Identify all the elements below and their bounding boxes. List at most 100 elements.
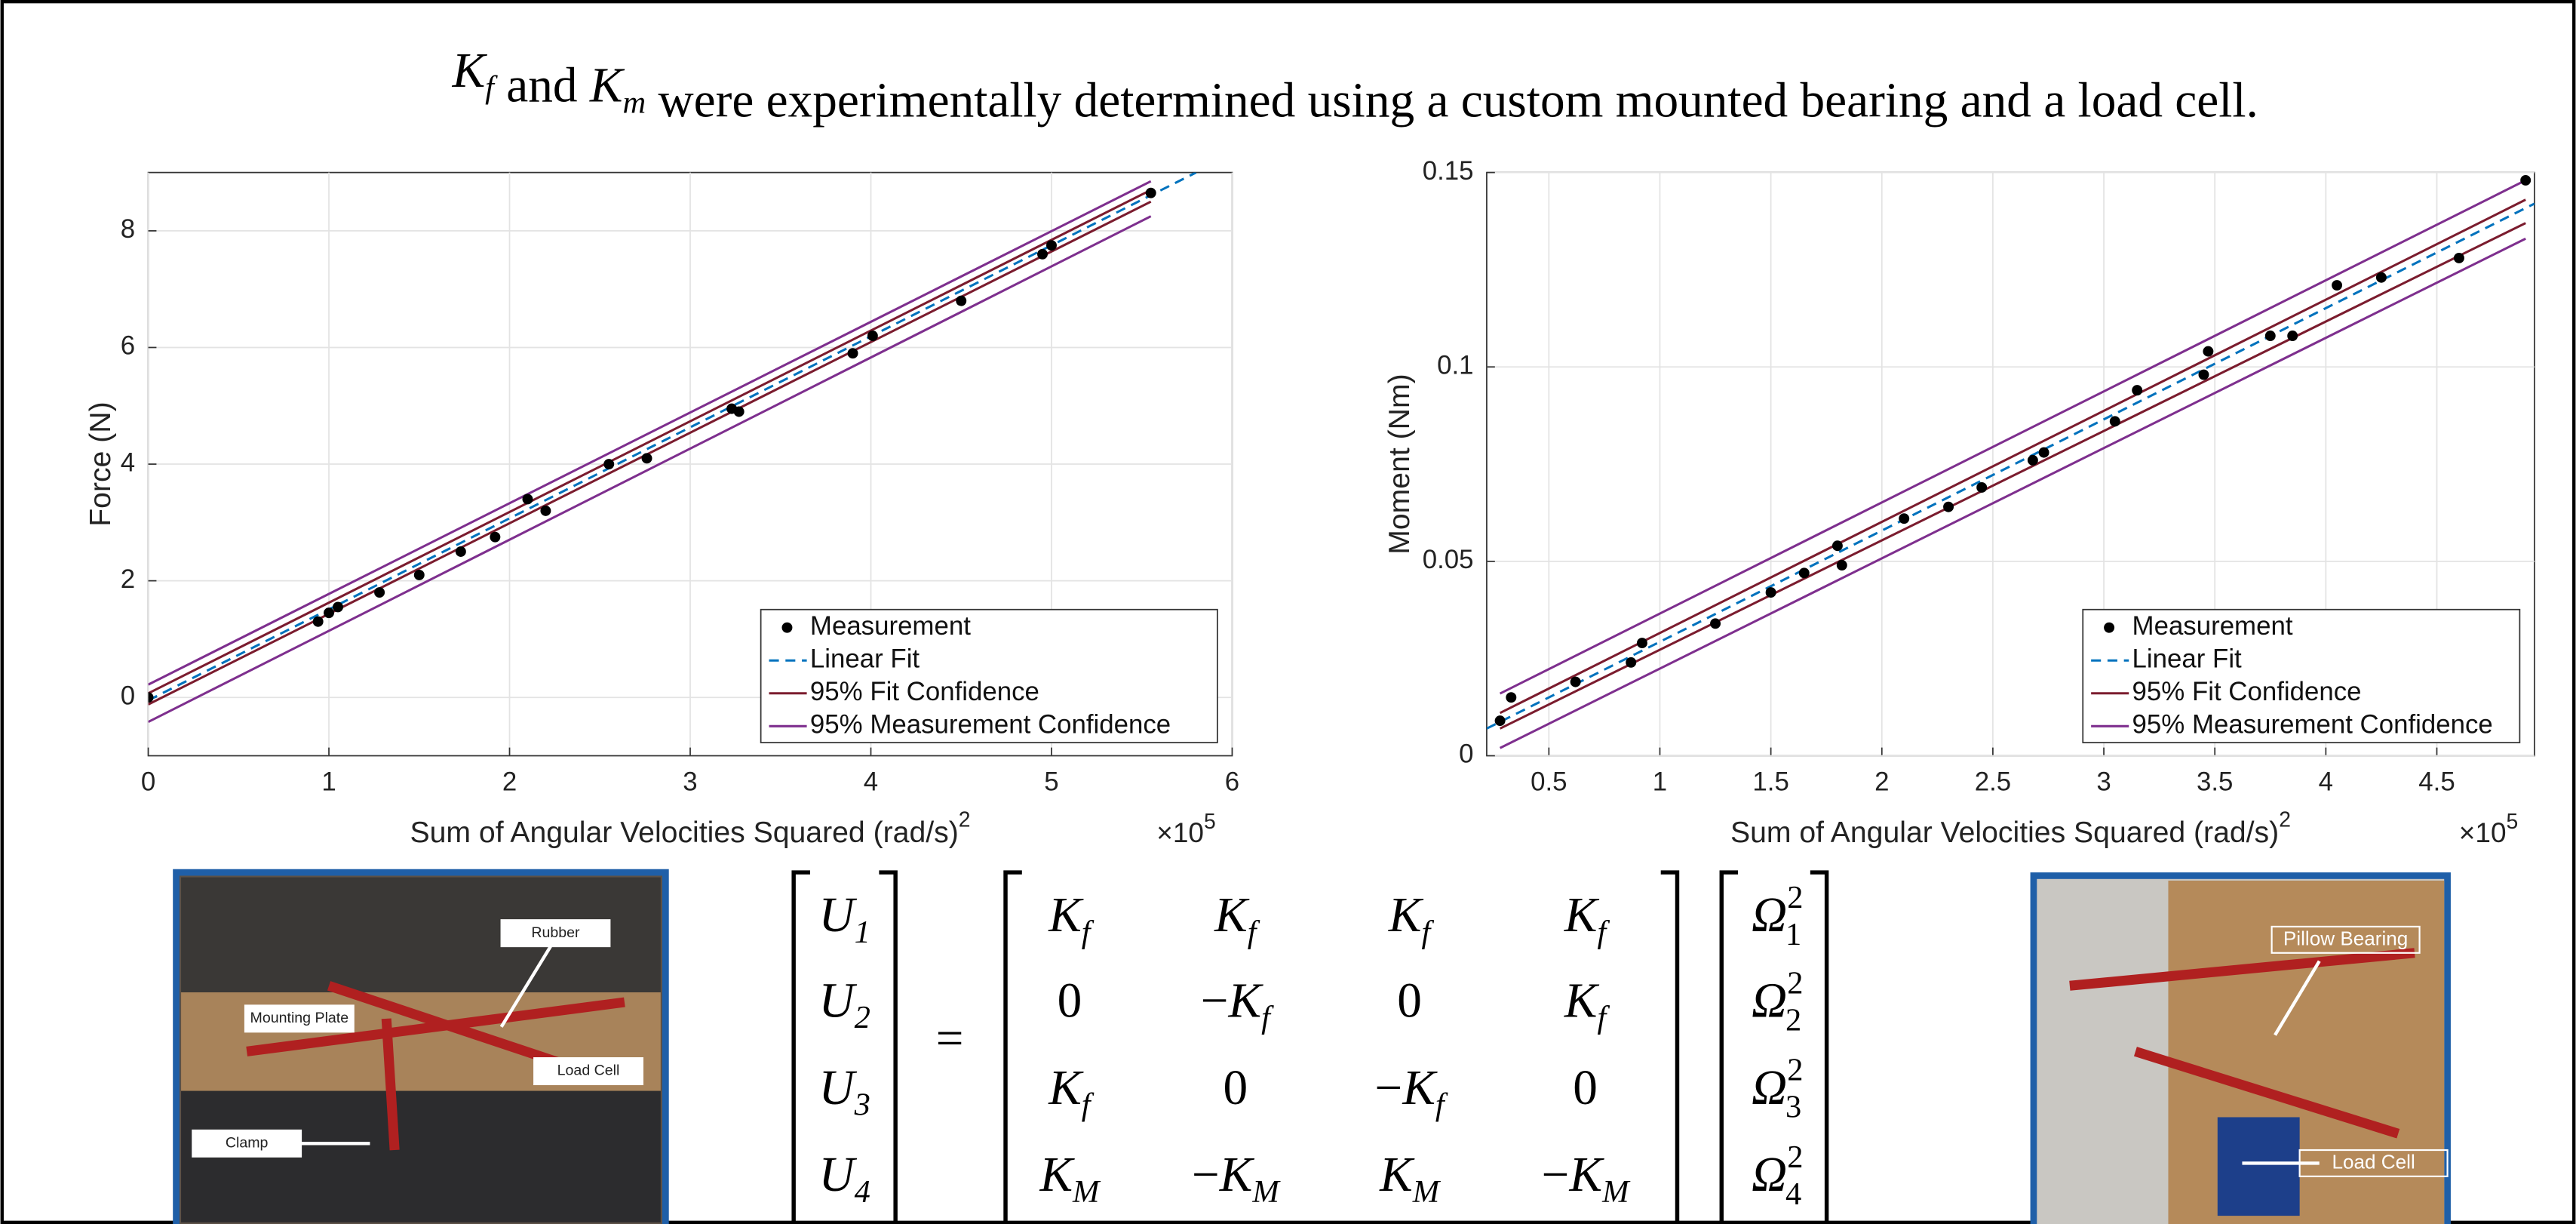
photo-label: Load Cell bbox=[2332, 1150, 2415, 1173]
photo-label: Rubber bbox=[531, 924, 580, 941]
point bbox=[1899, 513, 1909, 524]
point bbox=[1943, 502, 1954, 512]
point bbox=[2028, 455, 2038, 466]
legend-label: Linear Fit bbox=[810, 644, 920, 673]
point bbox=[1837, 560, 1847, 570]
symbol-base: Ω bbox=[1752, 1061, 1787, 1115]
y-tick-label: 0.05 bbox=[1423, 545, 1474, 574]
legend-swatch bbox=[2104, 623, 2114, 633]
symbol-base: K bbox=[452, 44, 488, 98]
point bbox=[2039, 447, 2049, 458]
multiplier-exponent: 5 bbox=[2507, 809, 2519, 833]
point bbox=[1637, 638, 1647, 648]
point bbox=[2454, 253, 2464, 263]
y-tick-label: 0.15 bbox=[1423, 156, 1474, 186]
point bbox=[734, 407, 745, 417]
point bbox=[324, 607, 334, 618]
point bbox=[1976, 482, 1987, 493]
photo-label: Clamp bbox=[226, 1134, 269, 1151]
legend-label: 95% Measurement Confidence bbox=[2132, 710, 2493, 740]
y-tick-label: 0 bbox=[121, 681, 135, 710]
point bbox=[2376, 272, 2387, 283]
math: 0 bbox=[1224, 1061, 1248, 1115]
point bbox=[540, 506, 551, 516]
symbol-base: K bbox=[1048, 888, 1084, 943]
symbol-sub: M bbox=[1251, 1174, 1281, 1210]
symbol-base: K bbox=[1569, 1148, 1605, 1202]
symbol-sub: M bbox=[1601, 1174, 1631, 1210]
point bbox=[2287, 331, 2298, 341]
sign: − bbox=[1192, 1148, 1220, 1202]
point bbox=[1046, 240, 1057, 251]
point bbox=[522, 494, 533, 504]
symbol-text: 0 bbox=[1224, 1061, 1248, 1115]
legend-label: Linear Fit bbox=[2132, 644, 2243, 673]
legend-label: Measurement bbox=[810, 611, 971, 641]
y-tick-label: 0.1 bbox=[1437, 350, 1473, 380]
symbol-base: K bbox=[1402, 1061, 1438, 1115]
point bbox=[2110, 416, 2120, 426]
photo-label: Pillow Bearing bbox=[2283, 927, 2408, 949]
math: 0 bbox=[1397, 973, 1422, 1028]
symbol-base: K bbox=[1039, 1148, 1075, 1202]
point bbox=[456, 546, 466, 557]
sign: − bbox=[1375, 1061, 1403, 1115]
y-tick-label: 6 bbox=[121, 331, 135, 361]
symbol-base: K bbox=[1564, 888, 1600, 943]
symbol-sub: 3 bbox=[854, 1087, 870, 1122]
y-tick-label: 8 bbox=[121, 214, 135, 244]
sign: − bbox=[1542, 1148, 1570, 1202]
point bbox=[2265, 331, 2276, 341]
point bbox=[1506, 692, 1516, 703]
point bbox=[490, 532, 500, 543]
sign: − bbox=[1201, 973, 1229, 1028]
x-tick-label: 2.5 bbox=[1975, 767, 2011, 797]
symbol-sup: 2 bbox=[1787, 1139, 1803, 1175]
x-tick-label: 2 bbox=[502, 767, 517, 797]
y-axis-label: Moment (Nm) bbox=[1383, 374, 1416, 554]
symbol-base: Ω bbox=[1752, 1148, 1787, 1202]
x-tick-label: 3 bbox=[683, 767, 697, 797]
legend-label: 95% Fit Confidence bbox=[810, 677, 1039, 706]
symbol-base: K bbox=[1219, 1148, 1255, 1202]
symbol-sup: 2 bbox=[1787, 965, 1803, 1001]
symbol-sub: 3 bbox=[1785, 1089, 1801, 1124]
point bbox=[1766, 587, 1776, 598]
point bbox=[414, 570, 425, 580]
point bbox=[867, 331, 878, 341]
math: 0 bbox=[1573, 1061, 1598, 1115]
legend-label: Measurement bbox=[2132, 611, 2293, 641]
x-tick-label: 0.5 bbox=[1531, 767, 1567, 797]
title-text: and bbox=[494, 59, 590, 113]
math: 0 bbox=[1058, 973, 1082, 1028]
x-tick-label: 5 bbox=[1044, 767, 1058, 797]
point bbox=[2520, 175, 2531, 186]
x-label-exponent: 2 bbox=[2279, 807, 2291, 832]
point bbox=[603, 459, 614, 469]
point bbox=[1570, 677, 1581, 687]
x-tick-label: 1 bbox=[321, 767, 336, 797]
x-label-exponent: 2 bbox=[959, 807, 971, 832]
symbol-sub: 4 bbox=[855, 1174, 870, 1210]
x-tick-label: 4 bbox=[2319, 767, 2333, 797]
symbol-sub: 1 bbox=[855, 915, 870, 950]
point bbox=[2132, 385, 2142, 395]
x-label-text: Sum of Angular Velocities Squared (rad/s… bbox=[1730, 817, 2279, 849]
point bbox=[2203, 346, 2213, 357]
x-label-text: Sum of Angular Velocities Squared (rad/s… bbox=[410, 817, 959, 849]
symbol-base: K bbox=[1048, 1061, 1084, 1115]
x-tick-label: 1.5 bbox=[1752, 767, 1788, 797]
y-tick-label: 4 bbox=[121, 447, 135, 477]
symbol-base: K bbox=[589, 59, 625, 113]
multiplier-base: ×10 bbox=[1156, 817, 1204, 848]
page: Kf and Km were experimentally determined… bbox=[0, 0, 2576, 1224]
point bbox=[374, 587, 385, 598]
legend-label: 95% Measurement Confidence bbox=[810, 710, 1171, 740]
x-tick-label: 6 bbox=[1225, 767, 1239, 797]
symbol-base: Ω bbox=[1752, 973, 1787, 1028]
x-tick-label: 3.5 bbox=[2197, 767, 2233, 797]
legend-swatch bbox=[781, 623, 792, 633]
